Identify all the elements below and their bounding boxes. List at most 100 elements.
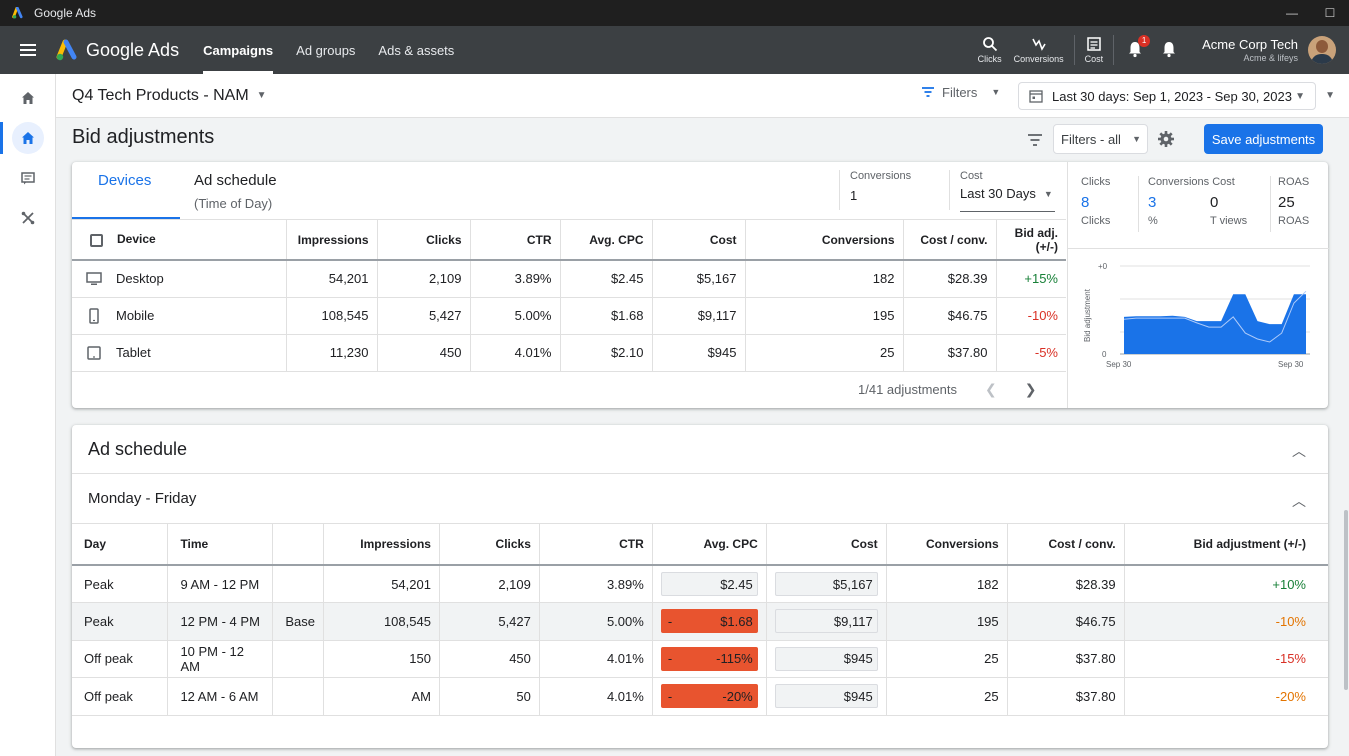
column-header-bid-adj[interactable]: Bid adj. (+/-)	[996, 220, 1066, 261]
desktop-icon	[86, 272, 102, 285]
conversions-cell: 195	[745, 297, 904, 335]
avg-cpc-input[interactable]: - -115%	[660, 646, 758, 671]
chevron-left-icon[interactable]: ❮	[985, 381, 997, 397]
bid-adjustment-cell[interactable]: -10%	[1124, 602, 1328, 641]
cost-cell: $5,167	[652, 260, 746, 298]
column-header-impressions[interactable]: Impressions	[323, 524, 440, 566]
decrement-icon[interactable]: -	[667, 613, 673, 629]
chevron-up-icon[interactable]: ︿	[1292, 493, 1306, 509]
tab-campaigns[interactable]: Campaigns	[203, 26, 274, 74]
select-all-checkbox[interactable]	[90, 233, 103, 247]
filters-all-dropdown[interactable]: Filters - all ▼	[1053, 124, 1148, 154]
date-range-picker[interactable]: Last 30 days: Sep 1, 2023 - Sep 30, 2023…	[1018, 82, 1316, 110]
rail-item-tools[interactable]	[12, 202, 44, 234]
rail-item-overview[interactable]	[12, 82, 44, 114]
table-header-row: Day Time Impressions Clicks CTR Avg. CPC…	[72, 524, 1328, 566]
cost-input[interactable]: $5,167	[774, 572, 878, 596]
brand[interactable]: Google Ads	[56, 39, 179, 61]
conversions-button[interactable]: Conversions	[1014, 36, 1064, 64]
chevron-up-icon[interactable]: ︿	[1292, 443, 1306, 459]
y-tick-label: 0	[1102, 350, 1107, 359]
decrement-icon[interactable]: -	[667, 688, 673, 704]
table-row[interactable]: Tablet 11,230 450 4.01% $2.10 $945 25 $3…	[72, 334, 1066, 372]
decrement-icon[interactable]: -	[667, 651, 673, 667]
table-row[interactable]: Off peak 12 AM - 6 AM AM 50 4.01% - -20% …	[72, 677, 1328, 716]
stats-panel: Clicks 8 Clicks Conversions Cost 3 % 0 T…	[1067, 162, 1329, 408]
notifications-button[interactable]	[1160, 40, 1178, 61]
rail-item-campaigns[interactable]	[12, 122, 44, 154]
ctr-cell: 3.89%	[470, 260, 561, 298]
table-row[interactable]: Peak 9 AM - 12 PM 54,201 2,109 3.89% $2.…	[72, 565, 1328, 603]
chevron-right-icon[interactable]: ❯	[1024, 381, 1037, 397]
table-row[interactable]: Peak 12 PM - 4 PM Base 108,545 5,427 5.0…	[72, 602, 1328, 641]
cost-value: $945	[843, 688, 873, 704]
cost-period-select[interactable]: Last 30 Days ▼	[960, 186, 1059, 201]
cost-button[interactable]: Cost	[1085, 36, 1103, 64]
column-header-day[interactable]: Day	[72, 524, 169, 566]
column-header-impressions[interactable]: Impressions	[286, 220, 378, 261]
avg-cpc-value: $2.45	[720, 576, 753, 592]
column-header-conversions[interactable]: Conversions	[886, 524, 1008, 566]
cost-input[interactable]: $945	[774, 646, 878, 671]
column-header-clicks[interactable]: Clicks	[377, 220, 471, 261]
conversions-label: Conversions	[1013, 54, 1064, 64]
avatar[interactable]	[1308, 36, 1336, 64]
campaign-selector[interactable]: Q4 Tech Products - NAM ▼	[72, 87, 267, 105]
column-header-ctr[interactable]: CTR	[539, 524, 653, 566]
tab-ad-groups[interactable]: Ad groups	[296, 42, 356, 58]
tab-ad-schedule[interactable]: Ad schedule (Time of Day)	[194, 162, 314, 219]
avg-cpc-input[interactable]: - -20%	[660, 684, 758, 709]
filters-button[interactable]: Filters ▼	[920, 84, 1000, 100]
rail-item-ads[interactable]	[12, 162, 44, 194]
column-header-device[interactable]: Device	[72, 220, 287, 261]
impressions-cell: 108,545	[323, 602, 440, 641]
menu-icon[interactable]	[0, 41, 56, 59]
pagination: 1/41 adjustments ❮ ❯	[858, 381, 1036, 398]
top-icons: Clicks Conversions Cost 1 Acme Corp Tech…	[972, 26, 1349, 74]
column-header-avg-cpc[interactable]: Avg. CPC	[560, 220, 653, 261]
filter-icon[interactable]	[1026, 131, 1044, 149]
column-header-label: Device	[117, 232, 156, 247]
clicks-button[interactable]: Clicks	[978, 36, 1002, 64]
table-row[interactable]: Mobile 108,545 5,427 5.00% $1.68 $9,117 …	[72, 297, 1066, 335]
column-header-clicks[interactable]: Clicks	[439, 524, 540, 566]
column-header-cost-per-conv[interactable]: Cost / conv.	[903, 220, 997, 261]
cost-input[interactable]: $945	[774, 684, 878, 709]
column-header-bid-adjustment[interactable]: Bid adjustment (+/-)	[1124, 524, 1328, 566]
column-header-cost[interactable]: Cost	[652, 220, 746, 261]
cost-cell: $9,117	[652, 297, 746, 335]
column-header-cost-per-conv[interactable]: Cost / conv.	[1007, 524, 1125, 566]
column-header-cost[interactable]: Cost	[766, 524, 887, 566]
bid-adjustment-cell[interactable]: +10%	[1124, 565, 1328, 603]
table-row[interactable]: Off peak 10 PM - 12 AM 150 450 4.01% - -1…	[72, 640, 1328, 678]
column-header-time[interactable]: Time	[167, 524, 274, 566]
stat-roas: ROAS 25 ROAS	[1278, 176, 1309, 227]
alerts-button[interactable]: 1	[1126, 34, 1151, 61]
gear-icon[interactable]	[1157, 130, 1175, 148]
bid-adjustment-cell[interactable]: -10%	[996, 297, 1066, 335]
cost-input[interactable]: $9,117	[774, 609, 878, 634]
minimize-icon[interactable]: —	[1286, 6, 1298, 20]
avg-cpc-value: $1.68	[720, 613, 753, 629]
account-switcher[interactable]: Acme Corp Tech Acme & lifeys	[1202, 37, 1298, 63]
expand-icon[interactable]: ▼	[1325, 90, 1335, 101]
tools-icon	[21, 211, 35, 225]
home-icon	[22, 132, 34, 144]
avg-cpc-input[interactable]: $2.45	[660, 572, 758, 596]
table-row[interactable]: Desktop 54,201 2,109 3.89% $2.45 $5,167 …	[72, 260, 1066, 298]
bid-adjustment-cell[interactable]: -20%	[1124, 677, 1328, 716]
column-header-avg-cpc[interactable]: Avg. CPC	[652, 524, 767, 566]
save-adjustments-button[interactable]: Save adjustments	[1204, 124, 1323, 154]
tab-ads-assets[interactable]: Ads & assets	[378, 42, 455, 58]
bid-adjustment-cell[interactable]: +15%	[996, 260, 1066, 298]
column-header-ctr[interactable]: CTR	[470, 220, 561, 261]
avg-cpc-input[interactable]: - $1.68	[660, 609, 758, 634]
bid-adjustment-cell[interactable]: -15%	[1124, 640, 1328, 678]
day-cell: Peak	[72, 565, 169, 603]
devices-table: Device Impressions Clicks CTR Avg. CPC C…	[72, 220, 1066, 372]
bid-adjustment-cell[interactable]: -5%	[996, 334, 1066, 372]
maximize-icon[interactable]: ☐	[1324, 6, 1336, 20]
tab-devices[interactable]: Devices	[72, 162, 180, 219]
column-header-conversions[interactable]: Conversions	[745, 220, 904, 261]
page-scrollbar[interactable]	[1344, 510, 1348, 690]
